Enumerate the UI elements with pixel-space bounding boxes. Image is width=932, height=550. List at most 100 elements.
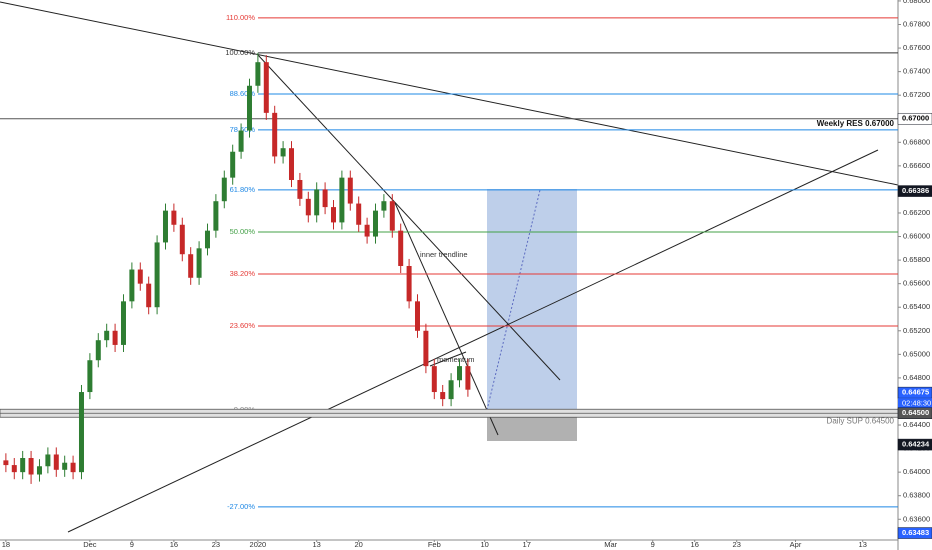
trendline	[67, 149, 879, 533]
candle-body	[179, 224, 185, 255]
candle-body	[95, 340, 101, 361]
candle-body	[171, 210, 177, 225]
candle-body	[330, 207, 336, 223]
candle-body	[36, 466, 42, 475]
price-tag	[897, 407, 932, 419]
y-tick-label: 0.67200	[903, 90, 930, 99]
y-tick-label: 0.64400	[903, 420, 930, 429]
candle-body	[45, 454, 51, 467]
candle-body	[28, 458, 34, 475]
y-tick-label: 0.65800	[903, 255, 930, 264]
price-tag	[897, 185, 932, 197]
candle-body	[297, 180, 303, 199]
candle-body	[372, 210, 378, 237]
x-tick-label: 23	[212, 540, 220, 549]
x-tick-label: Apr	[790, 540, 802, 549]
y-tick-label: 0.65600	[903, 279, 930, 288]
fib-label: 110.00%	[226, 13, 255, 22]
candle-body	[146, 283, 152, 308]
candle-body	[347, 177, 353, 204]
candle-body	[238, 130, 244, 152]
candle-body	[70, 462, 76, 473]
candle-body	[406, 265, 412, 302]
resistance-label: Weekly RES 0.67000	[817, 119, 895, 128]
candle-body	[112, 330, 118, 345]
drawings	[0, 1, 899, 533]
candle-body	[305, 198, 311, 216]
y-tick-label: 0.68000	[903, 0, 930, 5]
price-tag-label: 0.66386	[902, 186, 929, 195]
x-tick-label: 9	[651, 540, 655, 549]
fib-label: 61.80%	[230, 185, 256, 194]
y-tick-label: 0.66600	[903, 161, 930, 170]
fib-label: 88.60%	[230, 89, 256, 98]
candle-body	[280, 148, 286, 157]
candle-body	[20, 458, 26, 473]
annotation: inner trendline	[420, 250, 468, 259]
price-axis	[898, 0, 932, 550]
candle-body	[53, 454, 59, 470]
candle-body	[104, 330, 110, 341]
candle-body	[322, 189, 328, 208]
candle-body	[440, 392, 446, 400]
candle-body	[129, 269, 135, 302]
candle-body	[423, 330, 429, 367]
candle-body	[3, 460, 9, 466]
countdown: 02:48:30	[902, 399, 931, 408]
x-tick-label: 16	[170, 540, 178, 549]
price-tag	[897, 438, 932, 451]
candle-body	[162, 210, 168, 243]
candle-body	[11, 465, 17, 473]
candle-body	[389, 201, 395, 231]
candle-body	[246, 85, 252, 131]
candle-body	[137, 269, 143, 284]
y-tick-label: 0.65400	[903, 302, 930, 311]
fib-label: 78.60%	[230, 125, 256, 134]
trendline	[0, 1, 899, 186]
candle-body	[381, 201, 387, 211]
y-tick-label: 0.67800	[903, 19, 930, 28]
x-tick-label: Feb	[428, 540, 441, 549]
annotation: momentum	[437, 355, 475, 364]
candle-body	[87, 360, 93, 393]
x-tick-label: 18	[2, 540, 10, 549]
candle-body	[414, 301, 420, 331]
candle-body	[221, 177, 227, 202]
price-tag	[897, 527, 932, 539]
candle-body	[339, 177, 345, 223]
y-tick-label: 0.63600	[903, 514, 930, 523]
y-tick-label: 0.66000	[903, 232, 930, 241]
y-tick-label: 0.63800	[903, 491, 930, 500]
price-tag-label: 0.64675	[902, 388, 929, 397]
countdown-tag	[898, 398, 932, 410]
x-tick-label: 17	[523, 540, 531, 549]
price-tag-label: 0.63483	[902, 528, 929, 537]
candle-body	[314, 189, 320, 216]
candle-body	[255, 62, 261, 86]
x-tick-label: 16	[691, 540, 699, 549]
candle-body	[78, 392, 84, 473]
x-tick-label: 23	[733, 540, 741, 549]
projection-arrow	[486, 189, 541, 411]
x-tick-label: Dec	[83, 540, 97, 549]
y-tick-label: 0.65200	[903, 326, 930, 335]
x-tick-label: 13	[859, 540, 867, 549]
candle-body	[356, 203, 362, 225]
fib-label: 38.20%	[230, 269, 256, 278]
candle-body	[213, 201, 219, 231]
fib-label: 100.00%	[225, 48, 255, 57]
candle-body	[62, 462, 68, 470]
candle-body	[364, 224, 370, 237]
y-tick-label: 0.64000	[903, 467, 930, 476]
candle-body	[196, 248, 202, 278]
candle-body	[431, 366, 437, 393]
x-tick-label: 13	[313, 540, 321, 549]
candle-body	[448, 380, 454, 400]
fib-label: 50.00%	[230, 227, 256, 236]
candle-body	[188, 254, 194, 278]
support-label: Daily SUP 0.64500	[827, 416, 895, 425]
y-tick-label: 0.67400	[903, 67, 930, 76]
y-tick-label: 0.67600	[903, 43, 930, 52]
trendline	[429, 351, 467, 367]
